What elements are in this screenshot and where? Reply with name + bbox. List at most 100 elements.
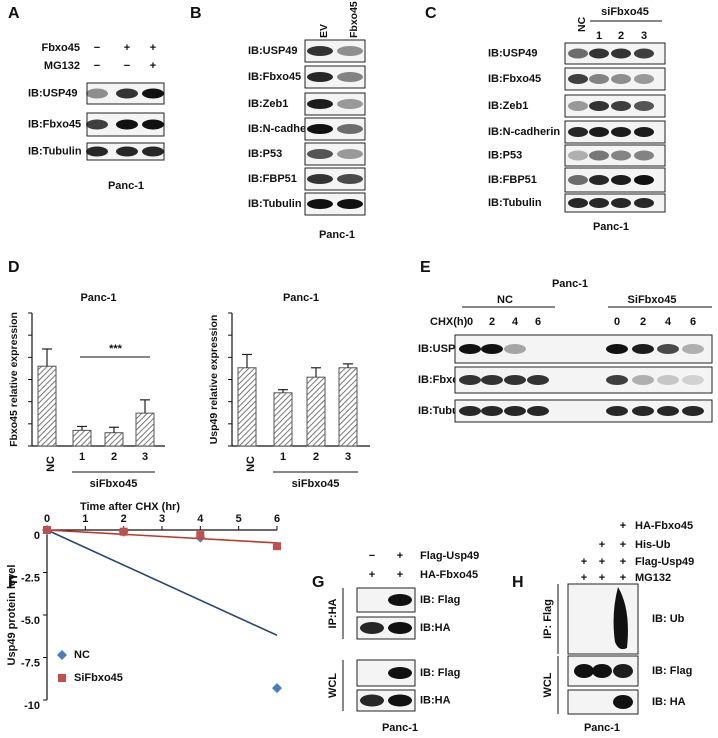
blot-band (632, 375, 654, 385)
error-bar (42, 348, 52, 367)
blot-band (657, 344, 679, 354)
blot-band (634, 198, 654, 208)
blot-band (568, 150, 588, 161)
lane-label: 4 (512, 316, 519, 328)
panel-letter: D (8, 259, 20, 276)
blot-band (634, 175, 654, 185)
treatment-sign: + (150, 60, 156, 72)
treatment-label: His-Ub (635, 539, 671, 551)
treatment-sign: + (397, 569, 403, 581)
blot-band (592, 664, 612, 678)
group-label: siFbxo45 (292, 478, 340, 490)
section-label: WCL (327, 673, 339, 698)
point (119, 527, 128, 536)
blot-frame (304, 167, 366, 191)
blot-label: IB:P53 (248, 148, 282, 160)
blot-label: IB: Ub (652, 613, 685, 625)
blot-band (142, 119, 164, 130)
blot-band (337, 149, 363, 159)
treatment-sign: + (599, 556, 605, 568)
legend-label: NC (74, 649, 90, 661)
panel-letter: H (512, 574, 524, 591)
x-tick-label: NC (245, 456, 257, 472)
treatment-sign: + (620, 572, 626, 584)
treatment-label: Fbxo45 (41, 42, 80, 54)
y-tick-label: 0 (34, 530, 40, 542)
bar (135, 412, 155, 447)
blot-label: IB:Zeb1 (488, 100, 528, 112)
blot-label: IB: Flag (420, 667, 460, 679)
section-label: IP: Flag (542, 599, 554, 639)
blot-band (481, 375, 503, 385)
treatment-sign: + (599, 539, 605, 551)
blot-frame (304, 117, 366, 141)
cell-line: Panc-1 (108, 180, 144, 192)
blot-band (459, 375, 481, 385)
panel-letter: F (8, 574, 18, 591)
blot-band (337, 174, 363, 184)
blot-band (568, 198, 588, 208)
bar (72, 429, 92, 447)
blot-band (657, 406, 679, 416)
blot-label: IB:Fbxo45 (488, 73, 541, 85)
x-axis-label: Time after CHX (hr) (80, 501, 180, 513)
blot-label: IB:HA (420, 694, 451, 706)
blot-label: IB:HA (420, 622, 451, 634)
blot-band (307, 174, 333, 184)
blot-smear (613, 587, 628, 650)
blot-band (611, 48, 631, 59)
blot-band (86, 119, 108, 130)
blot-label: IB:USP49 (248, 45, 298, 57)
lane-label: 4 (665, 316, 672, 328)
x-tick-label: 0 (44, 513, 50, 525)
cell-line: Panc-1 (552, 278, 588, 290)
blot-band (388, 694, 412, 707)
bar (338, 367, 358, 447)
blot-band (504, 375, 526, 385)
x-tick-label: 3 (159, 513, 165, 525)
blot-band (307, 124, 333, 134)
blot-label: IB:Tubulin (248, 198, 302, 210)
legend-label: SiFbxo45 (74, 672, 123, 684)
blot-frame (567, 583, 639, 655)
chart-title: Panc-1 (80, 292, 116, 304)
blot-band (142, 88, 164, 99)
panel-letter: C (425, 5, 437, 22)
cell-line: Panc-1 (593, 221, 629, 233)
blot-band (611, 198, 631, 208)
y-axis-label: Usp49 protein level (6, 565, 18, 666)
blot-band (574, 664, 594, 678)
blot-band (634, 74, 654, 84)
blot-band (388, 667, 412, 679)
blot-label: IB:N-cadherin (248, 123, 320, 135)
x-tick-label: 2 (313, 451, 319, 463)
blot-band (504, 344, 526, 354)
blot-label: IB:Tubulin (28, 145, 82, 157)
blot-label: IB: Flag (420, 594, 460, 606)
legend-marker (58, 674, 66, 682)
blot-band (568, 127, 588, 137)
blot-band (481, 406, 503, 416)
bar (273, 392, 293, 447)
treatment-sign: + (124, 42, 130, 54)
blot-band (589, 198, 609, 208)
blot-band (527, 375, 549, 385)
group-label: SiFbxo45 (628, 294, 677, 306)
lane-label: 6 (535, 316, 541, 328)
lane-label: 0 (614, 316, 620, 328)
x-tick-label: 2 (121, 513, 127, 525)
blot-band (682, 375, 704, 385)
blot-band (589, 48, 609, 59)
x-tick-label: 3 (345, 451, 351, 463)
blot-label: IB:Zeb1 (248, 98, 288, 110)
blot-band (634, 101, 654, 111)
blot-band (481, 344, 503, 354)
trend-line (46, 529, 278, 637)
annotation: *** (109, 343, 123, 355)
treatment-label: HA-Fbxo45 (635, 520, 693, 532)
chart-title: Panc-1 (283, 292, 319, 304)
point (196, 531, 205, 540)
treatment-sign: + (620, 520, 626, 532)
legend-marker (57, 650, 67, 660)
